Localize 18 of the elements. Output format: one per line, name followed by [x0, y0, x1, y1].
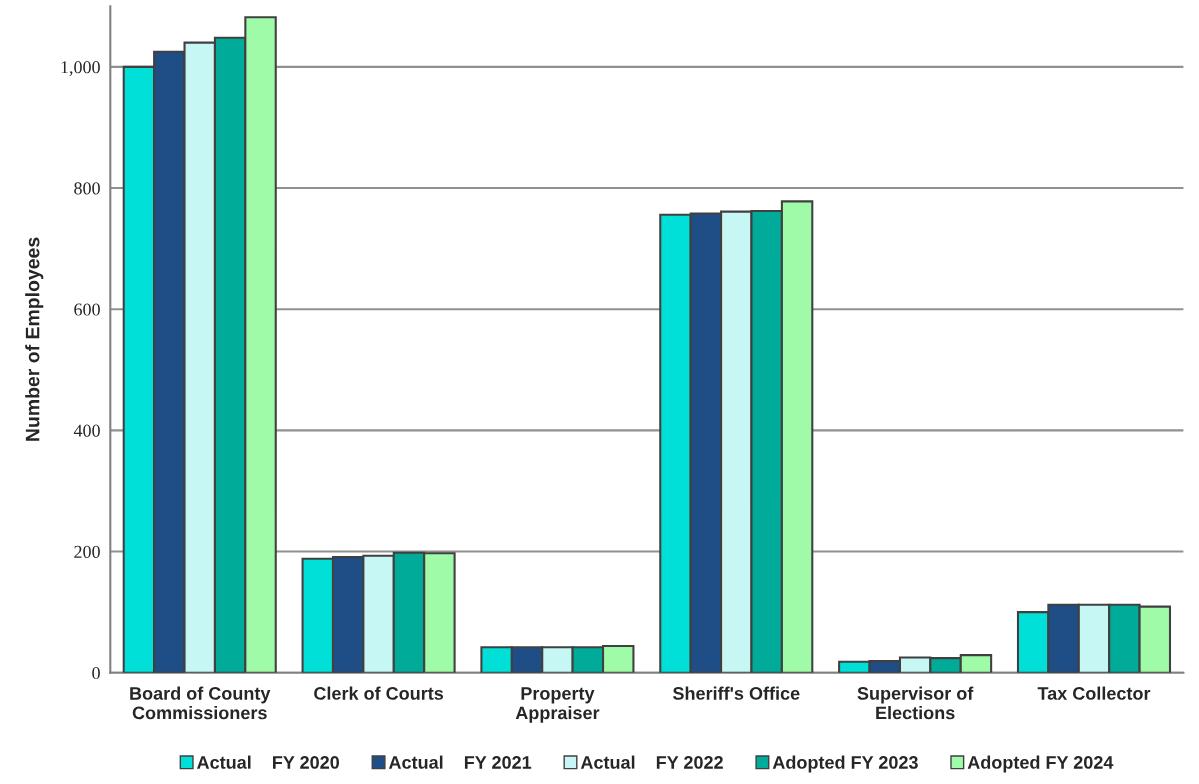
y-tick-label: 1,000 — [61, 61, 100, 76]
x-tick-label: Sheriff's Office — [672, 686, 800, 700]
y-tick-label: 400 — [73, 424, 100, 437]
legend-label: Actual FY 2022 — [580, 755, 723, 769]
x-tick-label: Tax Collector — [1037, 686, 1151, 700]
x-tick-label: Clerk of Courts — [314, 686, 444, 700]
legend-label: Actual FY 2020 — [197, 755, 340, 769]
legend-label: Actual FY 2021 — [388, 755, 532, 769]
y-tick-label: 600 — [74, 303, 100, 316]
y-axis-title: Number of Employees — [25, 237, 44, 441]
legend-label: Adopted FY 2023 — [772, 755, 918, 773]
x-tick-label: Supervisor of Elections — [857, 686, 974, 720]
x-tick-label: Board of County Commissioners — [130, 686, 271, 720]
y-tick-label: 0 — [92, 666, 100, 680]
y-tick-label: 800 — [74, 182, 100, 195]
y-tick-label: 200 — [74, 545, 100, 558]
x-tick-label: Property Appraiser — [515, 687, 600, 723]
legend-label: Adopted FY 2024 — [967, 755, 1114, 773]
